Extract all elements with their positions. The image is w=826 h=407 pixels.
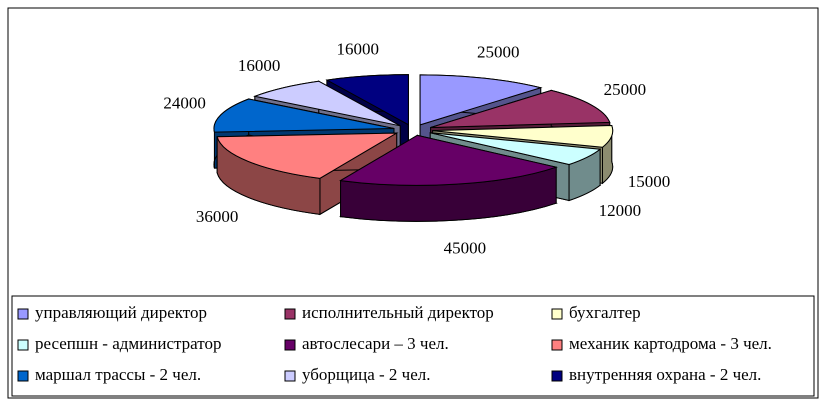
legend-swatch — [284, 339, 296, 351]
legend-swatch — [551, 308, 563, 320]
data-label: 16000 — [238, 56, 281, 75]
legend-swatch — [284, 370, 296, 382]
legend-label: управляющий директор — [35, 303, 207, 322]
legend-label: маршал трассы - 2 чел. — [35, 365, 201, 384]
legend-swatch — [17, 339, 29, 351]
slice-top — [432, 125, 614, 148]
legend-label: уборщица - 2 чел. — [302, 365, 431, 384]
slice-top — [419, 74, 543, 126]
data-label: 16000 — [336, 40, 379, 59]
data-label: 45000 — [444, 239, 487, 258]
legend-label: бухгалтер — [569, 303, 641, 322]
legend-label: автослесари – 3 чел. — [302, 334, 449, 353]
slice-top — [213, 98, 395, 133]
legend-box — [11, 295, 815, 397]
data-label: 36000 — [196, 207, 239, 226]
slice-top — [430, 89, 611, 129]
legend-label: исполнительный директор — [302, 303, 494, 322]
data-label: 12000 — [599, 201, 642, 220]
slice-top — [339, 134, 558, 186]
legend-label: ресепшн - администратор — [35, 334, 221, 353]
slice-top — [216, 132, 399, 179]
legend-swatch — [17, 308, 29, 320]
pie-slice — [339, 134, 558, 222]
legend-label: внутренняя охрана - 2 чел. — [569, 365, 761, 384]
legend-label: механик картодрома - 3 чел. — [569, 334, 772, 353]
slice-top — [430, 132, 602, 166]
data-label: 25000 — [477, 43, 520, 62]
legend-swatch — [17, 370, 29, 382]
slice-top — [325, 74, 409, 126]
data-label: 25000 — [604, 80, 647, 99]
legend-swatch — [551, 339, 563, 351]
data-label: 15000 — [628, 172, 671, 191]
legend-swatch — [551, 370, 563, 382]
legend-swatch — [284, 308, 296, 320]
slice-top — [253, 80, 401, 127]
data-label: 24000 — [163, 94, 206, 113]
